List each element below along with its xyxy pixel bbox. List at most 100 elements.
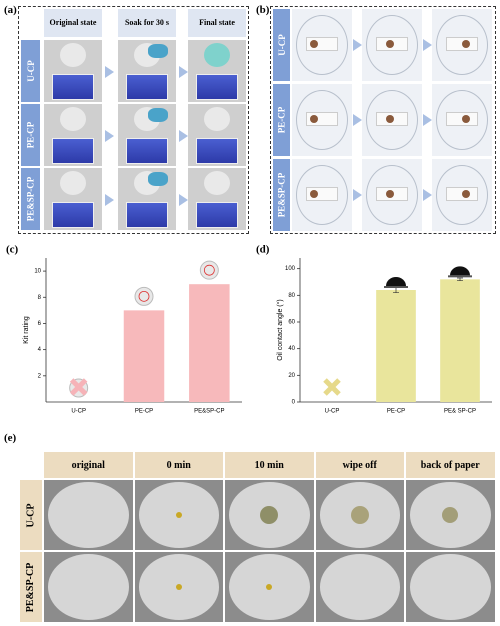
panel-label: (e) (4, 432, 28, 446)
arrow (353, 114, 362, 126)
column-header: wipe off (315, 452, 404, 478)
beaker (126, 202, 168, 228)
beaker (196, 138, 238, 164)
glove (148, 172, 168, 186)
photo (292, 84, 352, 156)
photo (292, 159, 352, 231)
glove (148, 44, 168, 58)
column-header-text: wipe off (342, 459, 377, 471)
bar (189, 284, 230, 402)
oil-spot (266, 584, 273, 590)
y-axis-label: Kit rating (23, 316, 30, 344)
panel-label: (c) (6, 244, 19, 256)
petri-dish (366, 15, 418, 75)
ring-icon (203, 264, 215, 276)
column-header: 0 min (134, 452, 223, 478)
substrate-icon (384, 286, 408, 288)
row-label: PE-CP (21, 104, 40, 166)
paper-disc (319, 554, 400, 620)
y-tick-label: 40 (288, 346, 295, 352)
beaker (52, 202, 94, 228)
photo (362, 159, 422, 231)
x-tick-label: U-CP (325, 409, 340, 415)
photo (225, 552, 314, 622)
photo (44, 168, 102, 230)
droplet-icon (450, 266, 470, 276)
x-tick-label: PE-CP (387, 409, 405, 415)
y-tick-label: 100 (285, 266, 296, 272)
x-tick-label: PE-CP (135, 409, 153, 415)
oil-spot (175, 512, 182, 518)
y-tick-label: 60 (288, 320, 295, 326)
row-label: PE-CP (273, 84, 290, 156)
arrow (423, 189, 432, 201)
row-label-text: PE&SP-CP (25, 562, 37, 612)
beaker (196, 74, 238, 100)
photo (118, 40, 176, 102)
column-header: Final state (188, 9, 246, 37)
x-tick-label: PE&SP-CP (194, 409, 224, 415)
y-tick-label: 10 (34, 269, 41, 275)
paper (60, 107, 86, 131)
y-tick-label: 0 (292, 400, 296, 406)
no-value-cross (69, 378, 88, 396)
error-bar (457, 277, 463, 282)
row-label-text: PE-CP (25, 121, 36, 149)
panel-frame (270, 6, 496, 234)
column-header-text: 0 min (166, 459, 191, 471)
panel-label: (d) (256, 244, 270, 256)
photo (406, 552, 495, 622)
y-tick-label: 2 (38, 373, 42, 379)
column-header-text: Original state (49, 17, 97, 27)
row-label: U-CP (273, 9, 290, 81)
photo (432, 84, 492, 156)
row-label-text: U-CP (25, 60, 36, 82)
chart: (c) Kit rating 2 4 6 8 10 U-CP PE-CP PE&SP-CP (6, 244, 242, 415)
paper (204, 107, 230, 131)
droplet-icon (199, 260, 219, 280)
y-tick-label: 20 (288, 373, 295, 379)
glove (148, 108, 168, 122)
photo (44, 40, 102, 102)
row-label: PE&SP-CP (21, 168, 40, 230)
arrow (423, 114, 432, 126)
x-tick-label: U-CP (71, 409, 86, 415)
stain (386, 40, 394, 48)
row-label-text: U-CP (276, 34, 287, 56)
column-header-text: 10 min (254, 459, 284, 471)
photo (432, 159, 492, 231)
arrow (105, 66, 114, 78)
petri-dish (366, 90, 418, 150)
oil-spot (350, 506, 369, 524)
column-header-text: Final state (199, 17, 235, 27)
droplet-icon (386, 277, 406, 286)
stain (386, 115, 394, 123)
column-header-text: original (71, 459, 105, 471)
photo (406, 480, 495, 550)
beaker (126, 74, 168, 100)
photo (432, 9, 492, 81)
column-header-text: back of paper (420, 459, 480, 471)
x-tick-label: PE& SP-CP (444, 409, 476, 415)
petri-dish (436, 15, 488, 75)
photo (44, 480, 133, 550)
column-header: back of paper (406, 452, 495, 478)
column-header-text: Soak for 30 s (124, 17, 170, 27)
droplet-icon (134, 286, 154, 306)
paper (204, 171, 230, 195)
photo (118, 104, 176, 166)
arrow (105, 194, 114, 206)
oil-spot (175, 584, 182, 590)
photo (292, 9, 352, 81)
stain (462, 40, 470, 48)
stain (310, 190, 318, 198)
row-label: U-CP (20, 480, 42, 550)
paper-disc (410, 554, 491, 620)
photo (188, 168, 246, 230)
photo (362, 84, 422, 156)
y-tick-label: 6 (38, 321, 42, 327)
photo (315, 552, 404, 622)
panel-frame (18, 6, 249, 234)
photo (225, 480, 314, 550)
